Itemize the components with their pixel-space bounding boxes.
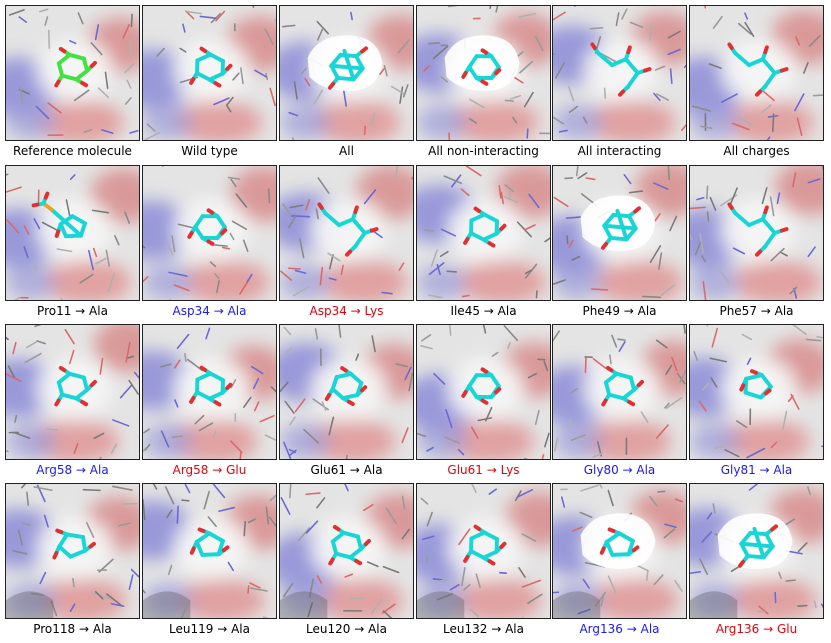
structure-render	[279, 324, 414, 460]
panel-caption: Leu132 → Ala	[443, 622, 524, 636]
structure-render	[142, 5, 277, 141]
structure-render	[416, 5, 551, 141]
panel-caption: Pro118 → Ala	[33, 622, 112, 636]
panel-caption: Reference molecule	[13, 144, 132, 158]
panel-caption: Phe49 → Ala	[582, 304, 657, 318]
panel-caption: Glu61 → Lys	[447, 463, 520, 477]
panel-caption: All interacting	[577, 144, 662, 158]
structure-render	[5, 5, 140, 141]
structure-render	[552, 483, 687, 619]
structure-render	[689, 324, 824, 460]
panel-caption: Ile45 → Ala	[450, 304, 517, 318]
structure-render	[142, 324, 277, 460]
structure-render	[279, 165, 414, 301]
panel-caption: All	[339, 144, 354, 158]
panel-caption: Pro11 → Ala	[37, 304, 108, 318]
structure-render	[552, 324, 687, 460]
structure-render	[416, 483, 551, 619]
panel-caption: Arg136 → Ala	[579, 622, 660, 636]
structure-render	[416, 324, 551, 460]
panel-caption: All charges	[723, 144, 790, 158]
panel-caption: Arg58 → Ala	[36, 463, 109, 477]
panel-caption: Gly81 → Ala	[720, 463, 793, 477]
structure-render	[689, 483, 824, 619]
panel-caption: All non-interacting	[428, 144, 539, 158]
structure-render	[5, 165, 140, 301]
structure-render	[279, 483, 414, 619]
panel-caption: Leu120 → Ala	[306, 622, 387, 636]
structure-render	[5, 483, 140, 619]
structure-render	[689, 165, 824, 301]
structure-render	[552, 165, 687, 301]
panel-caption: Arg136 → Glu	[715, 622, 798, 636]
structure-render	[142, 165, 277, 301]
panel-caption: Arg58 → Glu	[172, 463, 247, 477]
structure-render	[552, 5, 687, 141]
panel-caption: Wild type	[181, 144, 238, 158]
structure-render	[279, 5, 414, 141]
panel-caption: Gly80 → Ala	[583, 463, 656, 477]
panel-caption: Asp34 → Ala	[172, 304, 247, 318]
structure-render	[689, 5, 824, 141]
panel-caption: Asp34 → Lys	[309, 304, 384, 318]
panel-caption: Leu119 → Ala	[169, 622, 250, 636]
structure-render	[416, 165, 551, 301]
structure-render	[142, 483, 277, 619]
structure-render	[5, 324, 140, 460]
panel-caption: Glu61 → Ala	[310, 463, 383, 477]
panel-caption: Phe57 → Ala	[719, 304, 794, 318]
